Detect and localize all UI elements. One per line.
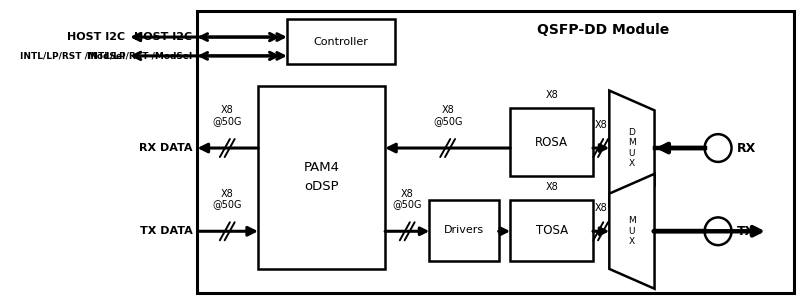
Text: D
M
U
X: D M U X <box>628 128 636 168</box>
Text: Drivers: Drivers <box>444 225 484 235</box>
Polygon shape <box>609 91 654 206</box>
Text: M
U
X: M U X <box>628 216 636 246</box>
Text: X8
@50G: X8 @50G <box>213 189 242 209</box>
Text: X8
@50G: X8 @50G <box>213 105 242 126</box>
Text: X8
@50G: X8 @50G <box>433 105 462 126</box>
Text: TX DATA: TX DATA <box>140 226 192 236</box>
Text: X8: X8 <box>545 181 558 192</box>
Text: TOSA: TOSA <box>536 224 568 237</box>
Bar <box>429 199 499 261</box>
Text: TX: TX <box>738 225 755 238</box>
Text: RX: RX <box>738 142 756 154</box>
Polygon shape <box>609 174 654 289</box>
Text: X8: X8 <box>545 91 558 101</box>
Text: QSFP-DD Module: QSFP-DD Module <box>537 23 669 37</box>
Text: HOST I2C: HOST I2C <box>134 32 192 42</box>
Text: Controller: Controller <box>314 36 368 47</box>
Bar <box>287 19 395 64</box>
Bar <box>197 11 794 293</box>
Text: RX DATA: RX DATA <box>139 143 192 153</box>
Text: X8
@50G: X8 @50G <box>393 189 422 209</box>
Text: HOST I2C: HOST I2C <box>67 32 125 42</box>
Text: ROSA: ROSA <box>535 136 568 149</box>
Text: INTL/LP/RST /ModSel: INTL/LP/RST /ModSel <box>20 51 125 60</box>
Text: INTL/LP/RST /ModSel: INTL/LP/RST /ModSel <box>87 51 192 60</box>
Bar <box>258 86 385 269</box>
Text: X8: X8 <box>595 203 607 213</box>
Bar <box>510 109 593 176</box>
Text: X8: X8 <box>595 120 607 130</box>
Text: PAM4
oDSP: PAM4 oDSP <box>304 161 339 193</box>
Bar <box>510 199 593 261</box>
